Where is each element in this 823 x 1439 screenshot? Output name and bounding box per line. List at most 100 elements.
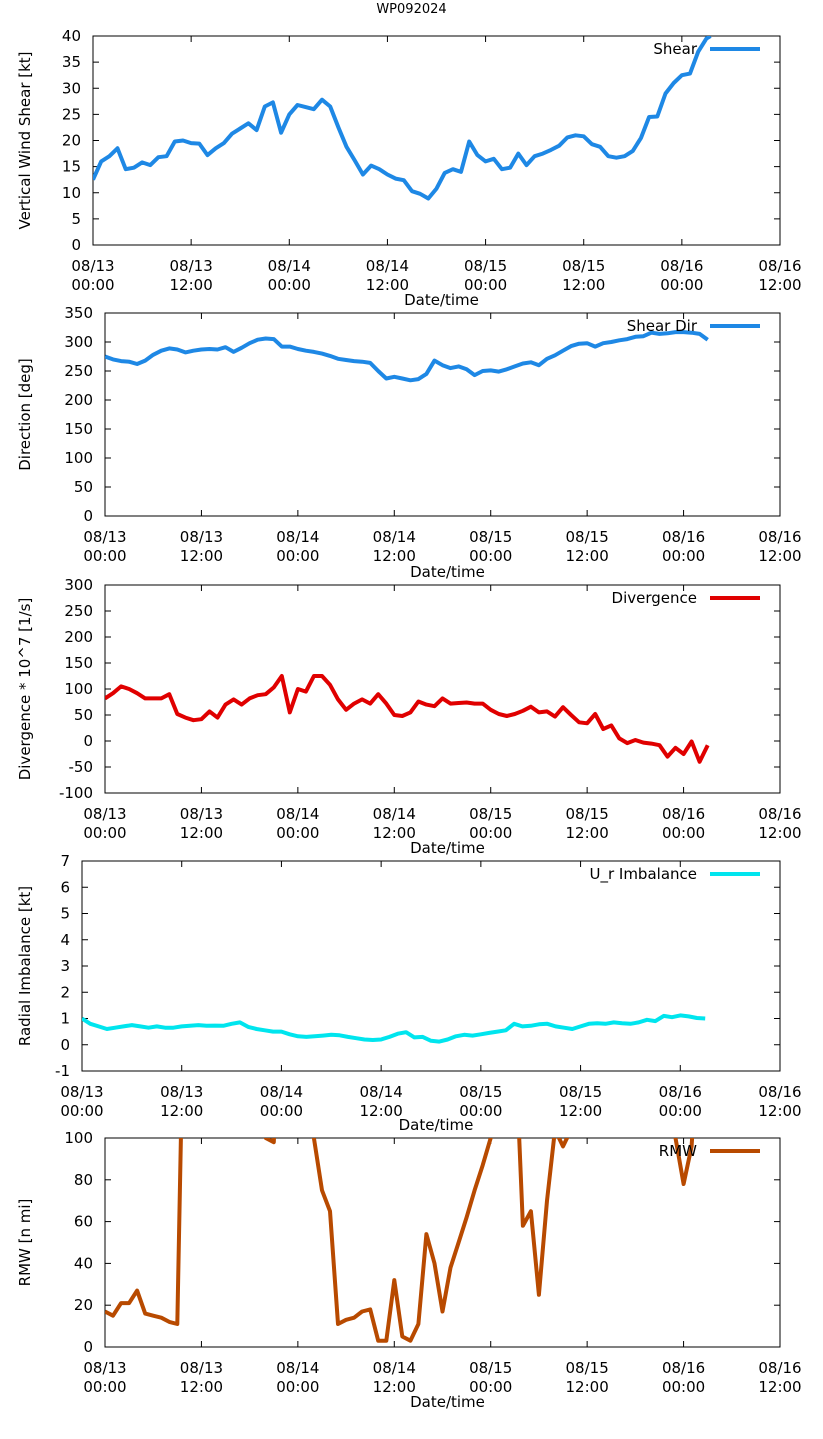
y-tick-label: 15 bbox=[62, 158, 81, 176]
series-line bbox=[93, 36, 712, 201]
y-tick-label: 200 bbox=[64, 628, 93, 646]
x-tick-label-date: 08/13 bbox=[83, 1359, 126, 1377]
x-tick-label-date: 08/14 bbox=[360, 1083, 403, 1101]
x-tick-label-time: 12:00 bbox=[170, 276, 213, 294]
y-tick-label: 300 bbox=[64, 576, 93, 594]
y-tick-label: 250 bbox=[64, 602, 93, 620]
x-tick-label-time: 12:00 bbox=[758, 1378, 801, 1396]
y-axis-label: RMW [n mi] bbox=[16, 1199, 34, 1287]
y-tick-label: 5 bbox=[60, 905, 70, 923]
legend-label: Shear Dir bbox=[627, 317, 698, 335]
chart-main-title: WP092024 bbox=[376, 2, 447, 17]
x-tick-label-time: 12:00 bbox=[180, 1378, 223, 1396]
y-tick-label: 20 bbox=[74, 1296, 93, 1314]
x-tick-label-date: 08/16 bbox=[758, 1359, 801, 1377]
x-tick-label-time: 12:00 bbox=[366, 276, 409, 294]
x-tick-label-date: 08/14 bbox=[373, 528, 416, 546]
x-tick-label-date: 08/13 bbox=[180, 805, 223, 823]
x-tick-label-time: 00:00 bbox=[60, 1102, 103, 1120]
x-tick-label-date: 08/13 bbox=[180, 1359, 223, 1377]
x-tick-label-time: 00:00 bbox=[276, 1378, 319, 1396]
plot-frame bbox=[104, 584, 781, 794]
x-tick-label-time: 12:00 bbox=[566, 824, 609, 842]
y-tick-label: -1 bbox=[55, 1062, 70, 1080]
x-tick-label-date: 08/15 bbox=[559, 1083, 602, 1101]
x-tick-label-time: 00:00 bbox=[83, 547, 126, 565]
legend-label: Divergence bbox=[612, 589, 697, 607]
x-tick-label-date: 08/15 bbox=[469, 805, 512, 823]
chart-panel-2: 05010015020025030035008/1300:0008/1312:0… bbox=[16, 304, 802, 581]
x-tick-label-date: 08/15 bbox=[566, 528, 609, 546]
x-tick-label-date: 08/14 bbox=[276, 528, 319, 546]
x-tick-label-date: 08/15 bbox=[566, 1359, 609, 1377]
legend-label: U_r Imbalance bbox=[589, 865, 697, 884]
y-tick-label: 0 bbox=[60, 1036, 70, 1054]
series-line bbox=[105, 1138, 695, 1343]
x-tick-label-time: 12:00 bbox=[559, 1102, 602, 1120]
plot-frame bbox=[92, 35, 781, 246]
y-tick-label: 60 bbox=[74, 1213, 93, 1231]
x-tick-label-time: 12:00 bbox=[360, 1102, 403, 1120]
x-tick-label-date: 08/16 bbox=[758, 805, 801, 823]
y-tick-label: 7 bbox=[60, 852, 70, 870]
y-tick-label: 80 bbox=[74, 1171, 93, 1189]
x-axis-label: Date/time bbox=[404, 291, 479, 309]
y-tick-label: 0 bbox=[83, 1338, 93, 1356]
x-tick-label-time: 00:00 bbox=[276, 824, 319, 842]
plot-frame bbox=[104, 312, 781, 517]
y-tick-label: 20 bbox=[62, 132, 81, 150]
x-tick-label-date: 08/13 bbox=[60, 1083, 103, 1101]
x-tick-label-time: 00:00 bbox=[459, 1102, 502, 1120]
x-axis-label: Date/time bbox=[410, 1393, 485, 1411]
plot-frame bbox=[104, 1137, 781, 1348]
x-tick-label-time: 00:00 bbox=[662, 547, 705, 565]
x-tick-label-time: 00:00 bbox=[469, 824, 512, 842]
y-tick-label: 40 bbox=[74, 1254, 93, 1272]
x-tick-label-time: 12:00 bbox=[562, 276, 605, 294]
x-tick-label-date: 08/15 bbox=[464, 257, 507, 275]
x-tick-label-date: 08/13 bbox=[180, 528, 223, 546]
y-tick-label: 0 bbox=[71, 236, 81, 254]
y-tick-label: -100 bbox=[59, 784, 93, 802]
y-tick-label: 250 bbox=[64, 362, 93, 380]
y-tick-label: 5 bbox=[71, 210, 81, 228]
series-line bbox=[105, 330, 709, 383]
x-tick-label-date: 08/16 bbox=[659, 1083, 702, 1101]
y-tick-label: 0 bbox=[83, 507, 93, 525]
y-tick-label: -50 bbox=[69, 758, 94, 776]
y-tick-label: 200 bbox=[64, 391, 93, 409]
x-tick-label-time: 12:00 bbox=[758, 276, 801, 294]
x-tick-label-date: 08/14 bbox=[260, 1083, 303, 1101]
y-tick-label: 50 bbox=[74, 478, 93, 496]
x-tick-label-date: 08/15 bbox=[459, 1083, 502, 1101]
x-tick-label-date: 08/13 bbox=[71, 257, 114, 275]
y-axis-label: Divergence * 10^7 [1/s] bbox=[16, 598, 34, 781]
x-tick-label-time: 12:00 bbox=[160, 1102, 203, 1120]
x-tick-label-date: 08/15 bbox=[566, 805, 609, 823]
x-tick-label-time: 12:00 bbox=[758, 1102, 801, 1120]
x-tick-label-date: 08/15 bbox=[469, 1359, 512, 1377]
x-tick-label-date: 08/16 bbox=[758, 257, 801, 275]
x-tick-label-date: 08/16 bbox=[758, 1083, 801, 1101]
x-tick-label-time: 00:00 bbox=[276, 547, 319, 565]
x-tick-label-time: 00:00 bbox=[469, 1378, 512, 1396]
x-tick-label-date: 08/16 bbox=[758, 528, 801, 546]
x-tick-label-time: 12:00 bbox=[566, 1378, 609, 1396]
y-tick-label: 10 bbox=[62, 184, 81, 202]
x-tick-label-date: 08/15 bbox=[562, 257, 605, 275]
y-axis-label: Vertical Wind Shear [kt] bbox=[16, 51, 34, 229]
x-tick-label-date: 08/16 bbox=[660, 257, 703, 275]
x-tick-label-time: 12:00 bbox=[180, 824, 223, 842]
x-tick-label-time: 12:00 bbox=[373, 824, 416, 842]
x-tick-label-time: 12:00 bbox=[373, 547, 416, 565]
series-line bbox=[105, 674, 710, 764]
y-tick-label: 40 bbox=[62, 27, 81, 45]
plot-frame bbox=[81, 860, 781, 1072]
y-tick-label: 30 bbox=[62, 79, 81, 97]
x-tick-label-time: 00:00 bbox=[71, 276, 114, 294]
y-tick-label: 2 bbox=[60, 983, 70, 1001]
x-axis-label: Date/time bbox=[399, 1116, 474, 1134]
x-tick-label-time: 00:00 bbox=[268, 276, 311, 294]
x-tick-label-date: 08/14 bbox=[373, 805, 416, 823]
